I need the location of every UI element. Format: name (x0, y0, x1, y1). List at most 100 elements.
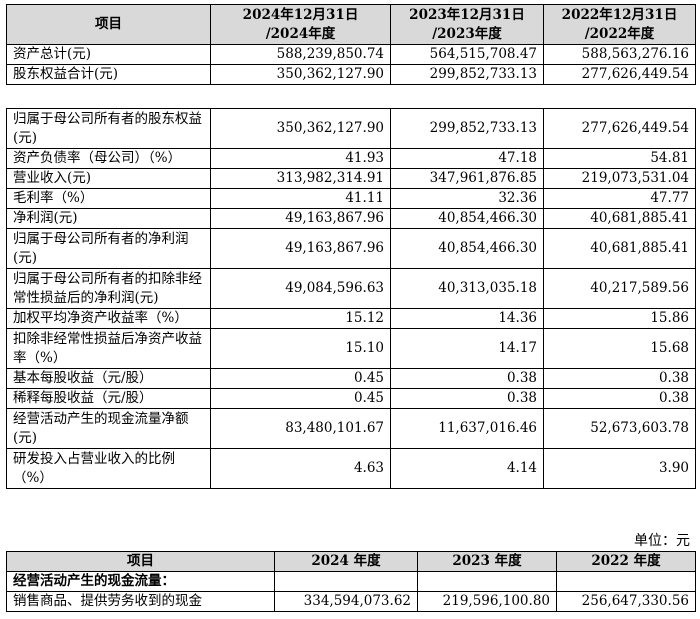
value-2024: 41.93 (210, 148, 391, 169)
header-2022: 2022 年度 (556, 551, 696, 572)
empty-cell (417, 571, 557, 592)
table-row: 资产总计(元) 588,239,850.74 564,515,708.47 588,5… (6, 44, 696, 65)
value-2024: 4.63 (210, 448, 391, 489)
value-2024: 83,480,101.67 (210, 408, 391, 449)
value-2022: 47.77 (543, 188, 696, 209)
table-row: 研发投入占营业收入的比例（%） 4.63 4.14 3.90 (6, 448, 696, 489)
value-2023: 14.17 (390, 328, 544, 369)
empty-cell (274, 571, 418, 592)
value-2023: 32.36 (390, 188, 544, 209)
header-2024: 2024 年度 (274, 551, 418, 572)
table-row: 营业收入(元) 313,982,314.91 347,961,876.85 219,0… (6, 168, 696, 189)
row-label: 归属于母公司所有者的净利润(元) (6, 228, 211, 269)
row-label: 加权平均净资产收益率（%） (6, 308, 211, 329)
row-label: 资产总计(元) (6, 44, 211, 65)
value-2023: 0.38 (390, 388, 544, 409)
row-label: 资产负债率（母公司）（%） (6, 148, 211, 169)
row-label: 基本每股收益（元/股） (6, 368, 211, 389)
value-2023: 40,854,466.30 (390, 228, 544, 269)
value-2022: 219,073,531.04 (543, 168, 696, 189)
value-2024: 49,163,867.96 (210, 208, 391, 229)
table-row: 稀释每股收益（元/股） 0.45 0.38 0.38 (6, 388, 696, 409)
row-label: 毛利率（%） (6, 188, 211, 209)
row-label: 销售商品、提供劳务收到的现金 (6, 591, 275, 612)
header-2023: 2023 年度 (417, 551, 557, 572)
value-2022: 0.38 (543, 388, 696, 409)
row-label: 扣除非经常性损益后净资产收益率（%） (6, 328, 211, 369)
section-row: 经营活动产生的现金流量： (6, 571, 696, 592)
table-header-row: 项目 2024年12月31日/2024年度 2023年12月31日/2023年度… (6, 4, 696, 45)
table-row: 扣除非经常性损益后净资产收益率（%） 15.10 14.17 15.68 (6, 328, 696, 369)
row-label: 归属于母公司所有者的股东权益(元) (6, 108, 211, 149)
value-2022: 277,626,449.54 (543, 108, 696, 149)
value-2023: 40,854,466.30 (390, 208, 544, 229)
value-2023: 47.18 (390, 148, 544, 169)
financial-summary-table: 项目 2024年12月31日/2024年度 2023年12月31日/2023年度… (6, 4, 696, 489)
table-header-row: 项目 2024 年度 2023 年度 2022 年度 (6, 551, 696, 572)
value-2022: 54.81 (543, 148, 696, 169)
row-label: 经营活动产生的现金流量净额(元) (6, 408, 211, 449)
header-2023: 2023年12月31日/2023年度 (390, 4, 544, 45)
value-2024: 588,239,850.74 (210, 44, 391, 65)
value-2022: 277,626,449.54 (543, 64, 696, 85)
value-2022: 40,681,885.41 (543, 228, 696, 269)
table-row: 股东权益合计(元) 350,362,127.90 299,852,733.13 277… (6, 64, 696, 85)
table-row: 毛利率（%） 41.11 32.36 47.77 (6, 188, 696, 209)
row-label: 股东权益合计(元) (6, 64, 211, 85)
table-gap (6, 84, 696, 109)
value-2024: 0.45 (210, 388, 391, 409)
row-label: 稀释每股收益（元/股） (6, 388, 211, 409)
value-2023: 4.14 (390, 448, 544, 489)
table-row: 归属于母公司所有者的扣除非经常性损益后的净利润(元) 49,084,596.63 4… (6, 268, 696, 309)
table-row: 基本每股收益（元/股） 0.45 0.38 0.38 (6, 368, 696, 389)
table-row: 资产负债率（母公司）（%） 41.93 47.18 54.81 (6, 148, 696, 169)
table-row: 加权平均净资产收益率（%） 15.12 14.36 15.86 (6, 308, 696, 329)
value-2023: 0.38 (390, 368, 544, 389)
value-2023: 11,637,016.46 (390, 408, 544, 449)
value-2022: 0.38 (543, 368, 696, 389)
row-label: 营业收入(元) (6, 168, 211, 189)
section-title: 经营活动产生的现金流量： (6, 571, 275, 592)
value-2022: 256,647,330.56 (556, 591, 696, 612)
cash-flow-table: 项目 2024 年度 2023 年度 2022 年度 经营活动产生的现金流量： … (6, 551, 696, 612)
header-2022: 2022年12月31日/2022年度 (543, 4, 696, 45)
value-2024: 15.10 (210, 328, 391, 369)
value-2022: 40,681,885.41 (543, 208, 696, 229)
value-2024: 350,362,127.90 (210, 108, 391, 149)
value-2023: 40,313,035.18 (390, 268, 544, 309)
value-2024: 313,982,314.91 (210, 168, 391, 189)
value-2023: 564,515,708.47 (390, 44, 544, 65)
value-2022: 40,217,589.56 (543, 268, 696, 309)
value-2023: 347,961,876.85 (390, 168, 544, 189)
value-2024: 49,163,867.96 (210, 228, 391, 269)
row-label: 研发投入占营业收入的比例（%） (6, 448, 211, 489)
value-2022: 3.90 (543, 448, 696, 489)
table-row: 经营活动产生的现金流量净额(元) 83,480,101.67 11,637,016.… (6, 408, 696, 449)
table-row: 归属于母公司所有者的股东权益(元) 350,362,127.90 299,852,7… (6, 108, 696, 149)
value-2024: 49,084,596.63 (210, 268, 391, 309)
value-2024: 0.45 (210, 368, 391, 389)
value-2024: 15.12 (210, 308, 391, 329)
value-2022: 15.68 (543, 328, 696, 369)
empty-cell (556, 571, 696, 592)
header-2024: 2024年12月31日/2024年度 (210, 4, 391, 45)
header-item: 项目 (6, 4, 211, 45)
value-2023: 299,852,733.13 (390, 108, 544, 149)
table-row: 销售商品、提供劳务收到的现金 334,594,073.62 219,596,100.… (6, 591, 696, 612)
table-row: 净利润(元) 49,163,867.96 40,854,466.30 40,681,8… (6, 208, 696, 229)
value-2023: 14.36 (390, 308, 544, 329)
header-item: 项目 (6, 551, 275, 572)
value-2022: 52,673,603.78 (543, 408, 696, 449)
unit-label: 单位：元 (634, 533, 690, 549)
value-2022: 588,563,276.16 (543, 44, 696, 65)
value-2023: 219,596,100.80 (417, 591, 557, 612)
value-2024: 350,362,127.90 (210, 64, 391, 85)
table-row: 归属于母公司所有者的净利润(元) 49,163,867.96 40,854,466.… (6, 228, 696, 269)
value-2023: 299,852,733.13 (390, 64, 544, 85)
gap-cell (6, 84, 696, 109)
value-2024: 41.11 (210, 188, 391, 209)
row-label: 归属于母公司所有者的扣除非经常性损益后的净利润(元) (6, 268, 211, 309)
row-label: 净利润(元) (6, 208, 211, 229)
value-2022: 15.86 (543, 308, 696, 329)
value-2024: 334,594,073.62 (274, 591, 418, 612)
